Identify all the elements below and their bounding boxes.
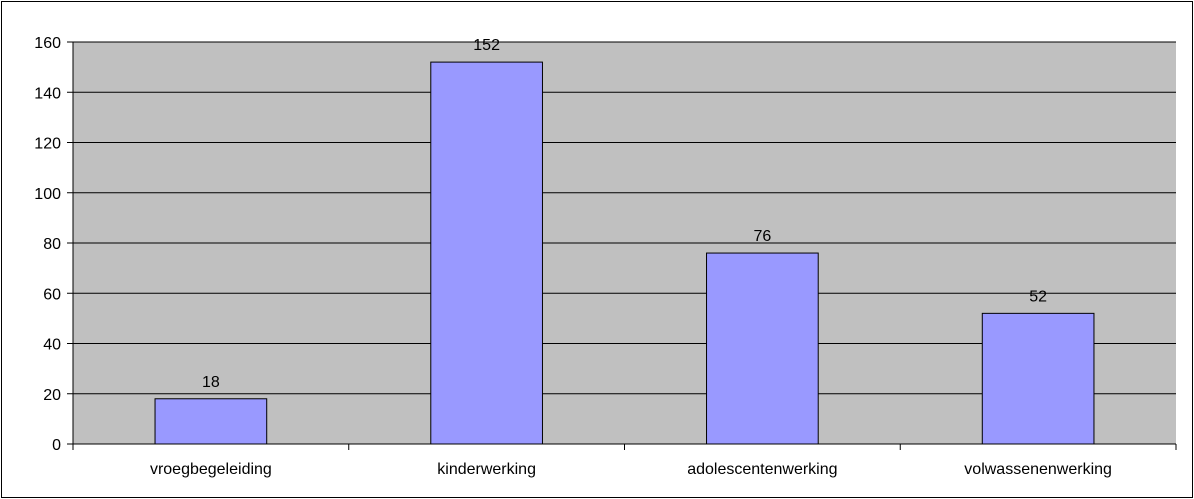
bars (154, 61, 1095, 445)
category-label-volwassenenwerking: volwassenenwerking (964, 461, 1112, 478)
y-axis-ticks: 0 20 40 60 80 100 120 140 160 (34, 35, 73, 454)
data-labels: 18 152 76 52 (202, 37, 1047, 391)
data-label-adolescentenwerking: 76 (753, 228, 771, 245)
y-tick-label-3: 60 (43, 286, 61, 303)
category-label-kinderwerking: kinderwerking (437, 461, 536, 478)
bar-vroegbegeleiding (154, 398, 268, 445)
category-label-adolescentenwerking: adolescentenwerking (687, 461, 837, 478)
y-tick-label-2: 40 (43, 337, 61, 354)
x-axis-ticks (72, 444, 1177, 450)
y-tick-label-8: 160 (34, 35, 61, 52)
category-labels: vroegbegeleiding kinderwerking adolescente… (150, 461, 1112, 478)
bar-kinderwerking (430, 61, 543, 445)
category-label-vroegbegeleiding: vroegbegeleiding (150, 461, 272, 478)
gridlines (73, 41, 1176, 395)
bar-adolescentenwerking (706, 252, 819, 445)
y-tick-label-7: 140 (34, 85, 61, 102)
y-tick-label-6: 120 (34, 136, 61, 153)
data-label-volwassenenwerking: 52 (1029, 288, 1047, 305)
y-tick-label-5: 100 (34, 186, 61, 203)
data-label-kinderwerking: 152 (473, 37, 500, 54)
y-tick-label-0: 0 (52, 437, 61, 454)
y-tick-label-1: 20 (43, 387, 61, 404)
y-tick-label-4: 80 (43, 236, 61, 253)
data-label-vroegbegeleiding: 18 (202, 374, 220, 391)
bar-volwassenenwerking (981, 312, 1095, 445)
